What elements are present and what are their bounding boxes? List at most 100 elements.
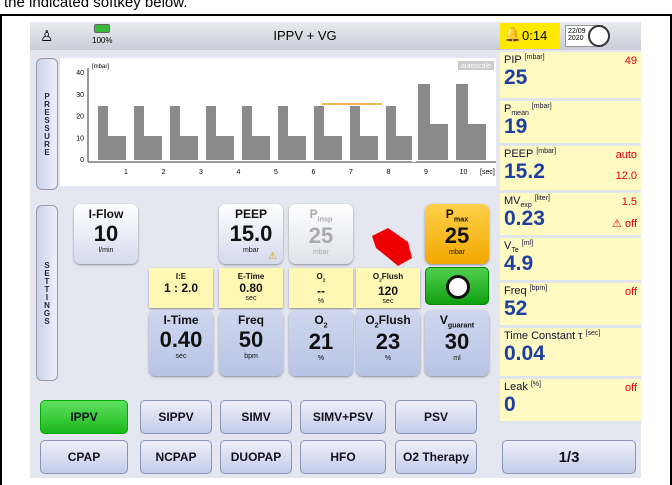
mode-button[interactable]: HFO: [300, 440, 386, 474]
page-button[interactable]: 1/3: [502, 440, 636, 474]
mode-button[interactable]: SIMV+PSV: [300, 400, 386, 434]
alarm-time: 0:14: [522, 28, 548, 43]
setting-unit: bpm: [244, 353, 258, 360]
label-sub: 2: [374, 320, 379, 330]
measurement-unit: [liter]: [534, 195, 550, 202]
setting-label: PEEP: [219, 207, 283, 221]
measurement-value: 0.04: [504, 342, 545, 365]
upper-limit: off: [624, 382, 637, 394]
measurement[interactable]: Pmean[mbar] 19: [500, 101, 641, 145]
setting-big[interactable]: PEEP 15.0 mbar ⚠: [219, 204, 283, 264]
setting-unit: sec: [175, 353, 187, 360]
y-tick-label: 10: [76, 135, 84, 142]
setting-small[interactable]: O2 --%: [289, 268, 353, 308]
mode-button[interactable]: CPAP: [40, 440, 128, 474]
setting-low[interactable]: O2Flush 23%: [356, 310, 420, 376]
alarm-box[interactable]: 🔔 0:14: [500, 23, 560, 49]
pressure-tab[interactable]: PRESSURE: [36, 58, 58, 190]
measurement-value: 52: [504, 297, 528, 320]
setting-low[interactable]: I-Time 0.40 sec: [149, 310, 213, 376]
lower-limit: 12.0: [615, 170, 637, 182]
measurement-label: Freq [bpm]: [504, 285, 547, 297]
setting-value: 21: [308, 329, 334, 355]
mode-button[interactable]: SIMV: [220, 400, 292, 434]
date-day: 22/09: [568, 28, 586, 35]
warning-icon: ⚠: [268, 251, 277, 262]
mode-button[interactable]: O2 Therapy: [395, 440, 477, 474]
mode-label: SIPPV: [158, 410, 194, 424]
label-main: I-Flow: [88, 207, 124, 221]
date-year: 2020: [568, 35, 584, 42]
x-tick-label: 1: [124, 169, 128, 176]
setting-orange[interactable]: Pmax 25 mbar: [425, 204, 489, 264]
start-button[interactable]: [425, 267, 489, 305]
autoscale[interactable]: autoscale: [461, 63, 491, 70]
label-sub: 2: [379, 278, 382, 284]
measurement[interactable]: PEEP [mbar] 15.2 auto 12.0: [500, 146, 641, 192]
setting-value: 50: [238, 327, 264, 352]
x-tick-label: 2: [162, 169, 166, 176]
setting-unit: mbar: [449, 249, 465, 257]
measurement[interactable]: Time Constant τ [sec] 0.04: [500, 328, 641, 378]
setting-value: 25: [444, 223, 470, 249]
mode-button[interactable]: NCPAP: [140, 440, 212, 474]
x-tick-label: 3: [199, 169, 203, 176]
setting-value: 0.80: [239, 281, 263, 295]
settings-tab[interactable]: SETTINGS: [36, 205, 58, 381]
x-tick-label: 5: [274, 169, 278, 176]
setting-grey[interactable]: Pinsp 25 mbar: [289, 204, 353, 264]
measurement[interactable]: MVexp[liter] 0.23 1.5 ⚠ off: [500, 193, 641, 237]
label-main: P: [445, 207, 454, 221]
setting-low[interactable]: Freq 50 bpm: [219, 310, 283, 376]
mode-label: NCPAP: [155, 450, 197, 464]
x-tick-label: 9: [424, 169, 428, 176]
x-tick-label: 4: [237, 169, 241, 176]
mode-label: IPPV: [70, 410, 98, 424]
setting-label: I:E: [149, 272, 213, 281]
label-sub: guarant: [447, 320, 475, 330]
label-main: Freq: [237, 313, 264, 327]
mode-button[interactable]: DUOPAP: [220, 440, 292, 474]
setting-value: 25: [308, 223, 334, 249]
mode-button[interactable]: PSV: [395, 400, 477, 434]
setting-small[interactable]: O2Flush 120 sec: [356, 268, 420, 308]
mode-button[interactable]: SIPPV: [140, 400, 212, 434]
measurement[interactable]: Freq [bpm] 52 off: [500, 283, 641, 327]
setting-unit: mbar: [313, 249, 329, 257]
screen: ♙ 100% IPPV + VG 🔔 0:14 22/09 2020 PRESSUR…: [30, 22, 641, 478]
page-label: 1/3: [558, 448, 580, 466]
setting-label: Pinsp: [289, 207, 353, 223]
setting-low[interactable]: Vguarant 30 ml: [425, 310, 489, 376]
label-sub: exp: [520, 202, 532, 210]
setting-value: 15.0: [229, 221, 273, 246]
measurement-unit: [mbar]: [536, 148, 557, 155]
setting-small[interactable]: E-Time 0.80 sec: [219, 268, 283, 308]
measurement-label: Time Constant τ [sec]: [504, 330, 600, 342]
measurement-value: 0.23: [504, 207, 545, 230]
setting-big[interactable]: I-Flow 10 l/min: [74, 204, 138, 264]
measurement[interactable]: Leak [%] 0 off: [500, 379, 641, 423]
label-suffix: Flush: [378, 313, 411, 327]
header-bar: ♙ 100% IPPV + VG 🔔 0:14 22/09 2020: [30, 22, 641, 50]
autoscale-bg: [458, 61, 494, 70]
measurement[interactable]: PIP [mbar] 25 49: [500, 52, 641, 100]
setting-label: O2: [289, 313, 353, 329]
setting-unit: sec: [382, 297, 394, 305]
measurement-value: 0: [504, 393, 516, 416]
mode-label: CPAP: [67, 450, 101, 464]
mode-label: SIMV: [241, 410, 271, 424]
mode-button[interactable]: IPPV: [40, 400, 128, 434]
setting-label: O2Flush: [356, 313, 420, 329]
setting-unit: %: [317, 355, 325, 363]
measurement-value: 25: [504, 66, 528, 89]
setting-label: I-Flow: [74, 207, 138, 221]
measurement[interactable]: VTe[ml] 4.9: [500, 238, 641, 282]
upper-limit: auto: [615, 149, 637, 161]
setting-low[interactable]: O2 21%: [289, 310, 353, 376]
label-main: I:E: [175, 272, 187, 281]
label-main: P: [309, 207, 318, 221]
label-main: O: [316, 272, 323, 281]
y-tick-label: 0: [80, 157, 84, 164]
instruction: the indicated softkey below.: [4, 0, 188, 11]
setting-small[interactable]: I:E 1 : 2.0: [149, 268, 213, 308]
